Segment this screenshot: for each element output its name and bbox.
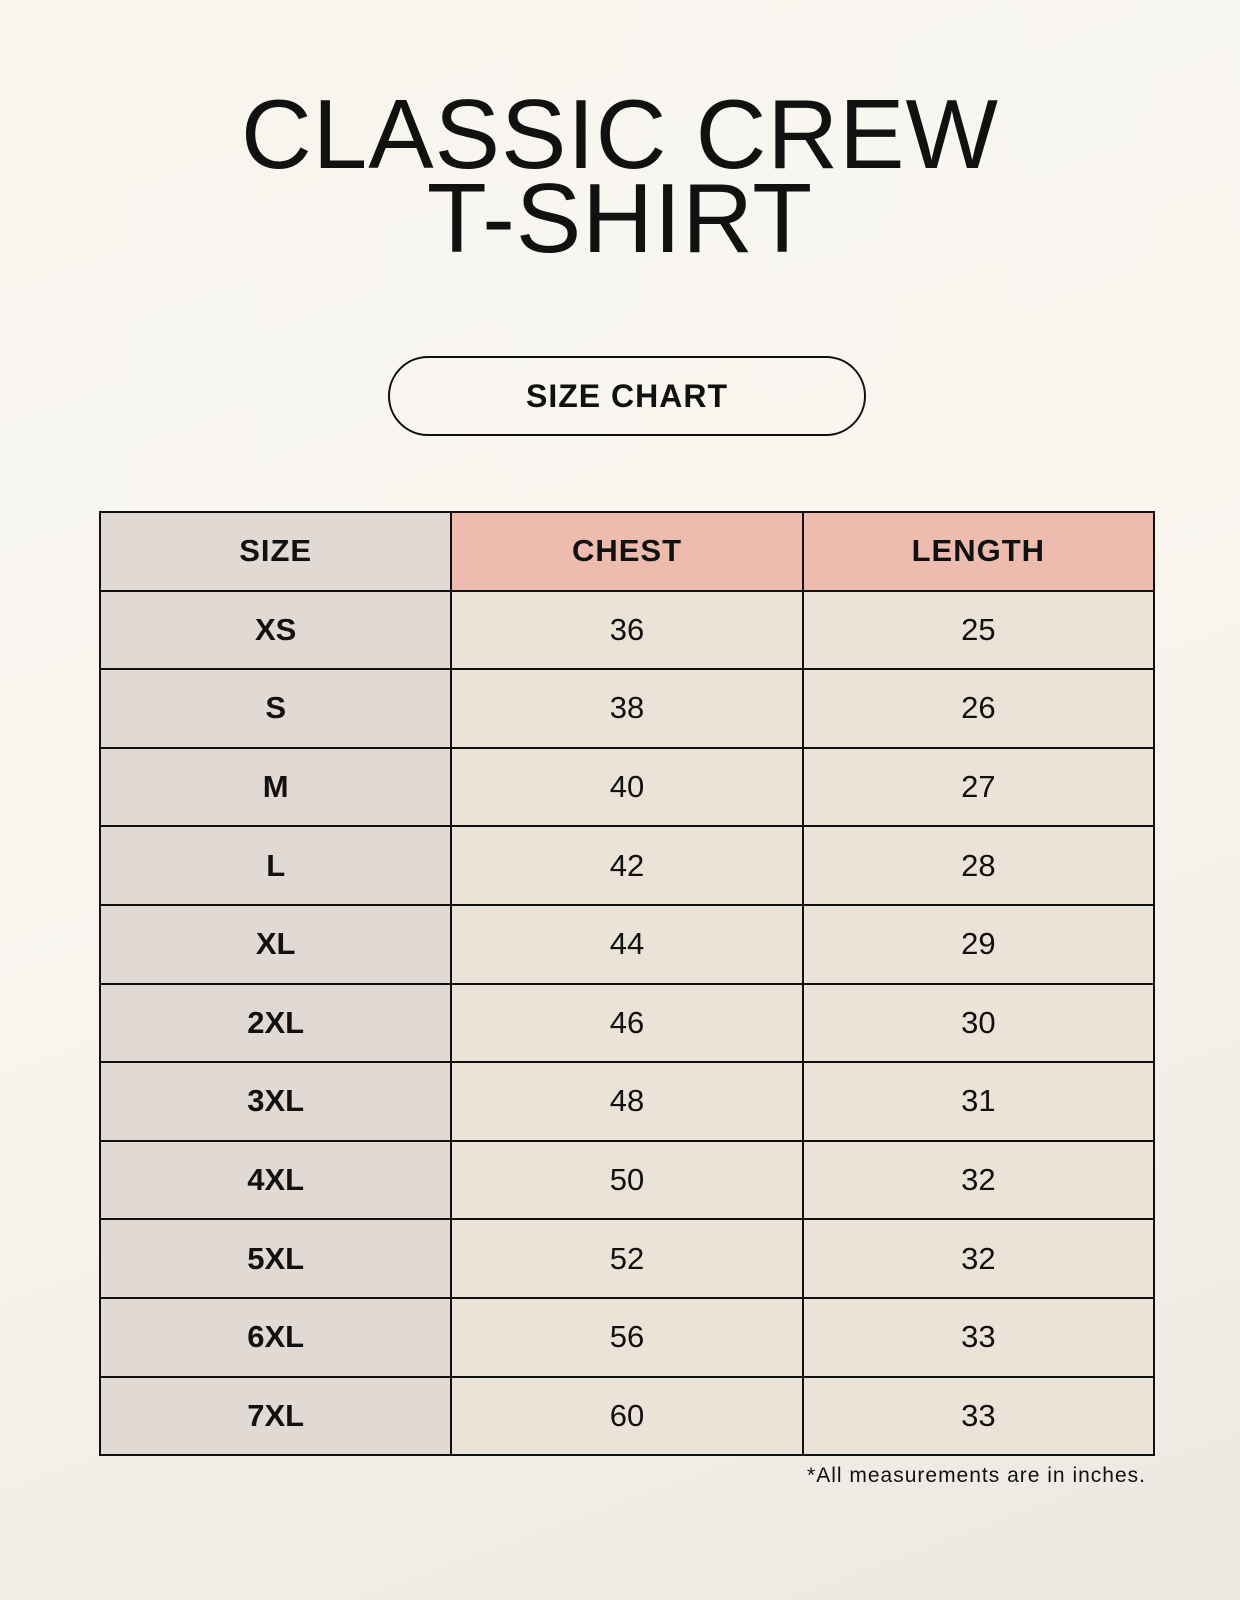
size-chart-badge: SIZE CHART: [388, 356, 866, 436]
chest-cell: 52: [450, 1218, 804, 1299]
chest-cell: 50: [450, 1139, 804, 1221]
length-cell: 31: [801, 1061, 1156, 1142]
length-cell: 29: [801, 903, 1156, 985]
table-row: XS 36 25: [98, 589, 1156, 671]
table-row: S 38 26: [98, 668, 1156, 749]
size-cell: 6XL: [98, 1296, 453, 1378]
size-cell: M: [98, 746, 453, 828]
size-cell: 7XL: [98, 1375, 453, 1457]
length-cell: 25: [801, 589, 1156, 671]
table-row: 5XL 52 32: [98, 1218, 1156, 1299]
size-table: SIZE CHEST LENGTH XS 36 25 S 38 26 M 40 27 L 42 28 X…: [98, 511, 1156, 1457]
title-line-1: CLASSIC CREW: [240, 79, 999, 189]
header-chest: CHEST: [450, 511, 804, 592]
size-cell: 5XL: [98, 1218, 453, 1299]
table-row: 4XL 50 32: [98, 1139, 1156, 1221]
header-size: SIZE: [98, 511, 453, 592]
table-row: M 40 27: [98, 746, 1156, 828]
table-row: 3XL 48 31: [98, 1061, 1156, 1142]
table-row: 6XL 56 33: [98, 1296, 1156, 1378]
length-cell: 32: [801, 1218, 1156, 1299]
length-cell: 32: [801, 1139, 1156, 1221]
size-cell: XL: [98, 903, 453, 985]
length-cell: 33: [801, 1296, 1156, 1378]
length-cell: 26: [801, 668, 1156, 749]
size-cell: L: [98, 825, 453, 906]
length-cell: 30: [801, 982, 1156, 1064]
length-cell: 33: [801, 1375, 1156, 1457]
chest-cell: 38: [450, 668, 804, 749]
table-row: 7XL 60 33: [98, 1375, 1156, 1457]
chest-cell: 48: [450, 1061, 804, 1142]
chest-cell: 40: [450, 746, 804, 828]
chest-cell: 56: [450, 1296, 804, 1378]
length-cell: 28: [801, 825, 1156, 906]
chest-cell: 42: [450, 825, 804, 906]
length-cell: 27: [801, 746, 1156, 828]
chest-cell: 44: [450, 903, 804, 985]
table-row: L 42 28: [98, 825, 1156, 906]
size-cell: 3XL: [98, 1061, 453, 1142]
size-cell: XS: [98, 589, 453, 671]
header-length: LENGTH: [801, 511, 1156, 592]
chest-cell: 46: [450, 982, 804, 1064]
chest-cell: 60: [450, 1375, 804, 1457]
table-header-row: SIZE CHEST LENGTH: [98, 511, 1156, 592]
chest-cell: 36: [450, 589, 804, 671]
size-cell: 4XL: [98, 1139, 453, 1221]
page-title: CLASSIC CREW T-SHIRT: [0, 79, 1240, 273]
footnote: *All measurements are in inches.: [807, 1464, 1146, 1487]
table-row: XL 44 29: [98, 903, 1156, 985]
size-cell: S: [98, 668, 453, 749]
size-cell: 2XL: [98, 982, 453, 1064]
title-line-2: T-SHIRT: [426, 163, 814, 273]
table-row: 2XL 46 30: [98, 982, 1156, 1064]
